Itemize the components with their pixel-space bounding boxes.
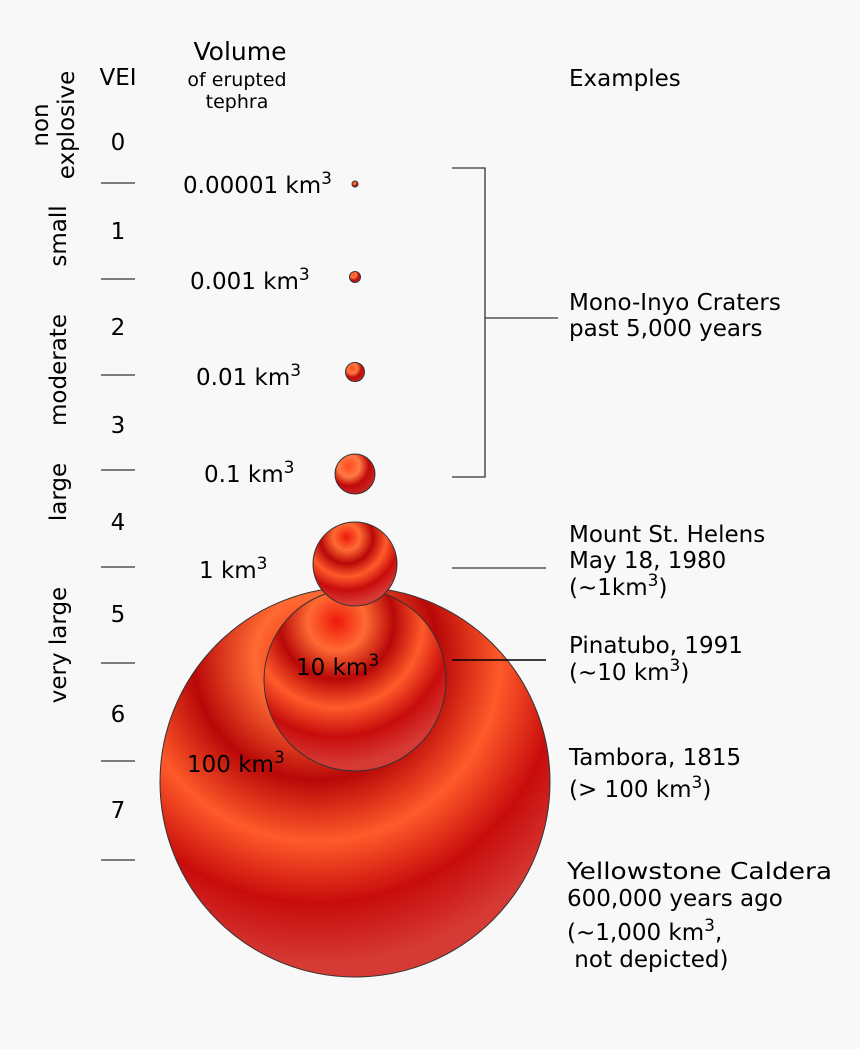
vei-number: 1	[111, 219, 126, 245]
sphere-1km3	[312, 521, 398, 607]
volume-label: 1 km3	[199, 554, 268, 584]
volume-header: Volume	[194, 37, 287, 66]
examples: Mono-Inyo Craters past 5,000 years Mount…	[566, 290, 832, 973]
example-line: Tambora, 1815	[568, 745, 741, 771]
vei-number: 4	[111, 510, 126, 536]
volume-label: 0.00001 km3	[183, 169, 332, 199]
vei-number: 6	[111, 702, 126, 728]
vei-number: 5	[111, 602, 126, 628]
vei-boundaries	[101, 182, 135, 861]
sphere-0.1km3	[334, 453, 376, 495]
example-tambora: Tambora, 1815 (> 100 km3)	[568, 745, 741, 803]
example-pinatubo: Pinatubo, 1991 (~10 km3)	[569, 633, 743, 686]
example-line: (> 100 km3)	[569, 773, 711, 803]
category-moderate: moderate	[46, 314, 72, 426]
example-yellowstone: Yellowstone Caldera 600,000 years ago (~…	[566, 859, 832, 973]
volume-subheader-2: tephra	[206, 91, 269, 113]
example-connectors	[452, 167, 558, 661]
sphere-0.001km3	[349, 271, 361, 283]
example-line: 600,000 years ago	[567, 886, 783, 912]
vei-numbers: 0 1 2 3 4 5 6 7	[111, 130, 126, 824]
example-line: (~1,000 km3,	[567, 916, 722, 946]
vei-number: 0	[111, 130, 126, 156]
example-line: Mono-Inyo Craters	[569, 290, 781, 316]
sphere-0.00001km3	[351, 180, 359, 188]
volume-label: 0.1 km3	[204, 458, 294, 488]
example-line: not depicted)	[567, 947, 728, 973]
volume-subheader-1: of erupted	[187, 69, 286, 91]
example-st-helens: Mount St. Helens May 18, 1980 (~1km3)	[569, 522, 765, 601]
examples-header: Examples	[569, 66, 681, 92]
example-line: past 5,000 years	[569, 316, 762, 342]
category-large: large	[46, 463, 72, 521]
example-line: (~1km3)	[569, 571, 667, 601]
volume-label: 100 km3	[187, 748, 285, 778]
example-line: Pinatubo, 1991	[569, 633, 743, 659]
example-line: May 18, 1980	[569, 548, 726, 574]
volume-label: 0.001 km3	[190, 265, 310, 295]
vei-number: 2	[111, 315, 126, 341]
volume-spheres	[159, 180, 551, 978]
sphere-0.01km3	[345, 362, 365, 382]
category-non-explosive: non explosive	[28, 71, 80, 180]
vei-number: 7	[111, 798, 126, 824]
category-small: small	[46, 205, 72, 266]
mono-inyo-bracket	[452, 167, 486, 478]
example-line: Yellowstone Caldera	[566, 859, 832, 885]
category-label: explosive	[54, 71, 80, 180]
vei-number: 3	[111, 413, 126, 439]
volume-label: 0.01 km3	[196, 361, 301, 391]
volume-labels: 0.00001 km3 0.001 km3 0.01 km3 0.1 km3 1…	[183, 169, 379, 778]
example-mono-inyo: Mono-Inyo Craters past 5,000 years	[569, 290, 781, 342]
vei-header: VEI	[99, 65, 136, 91]
category-very-large: very large	[46, 587, 72, 703]
category-label: non	[28, 103, 54, 146]
example-line: (~10 km3)	[569, 656, 689, 686]
example-line: Mount St. Helens	[569, 522, 765, 548]
volume-label: 10 km3	[296, 651, 379, 681]
